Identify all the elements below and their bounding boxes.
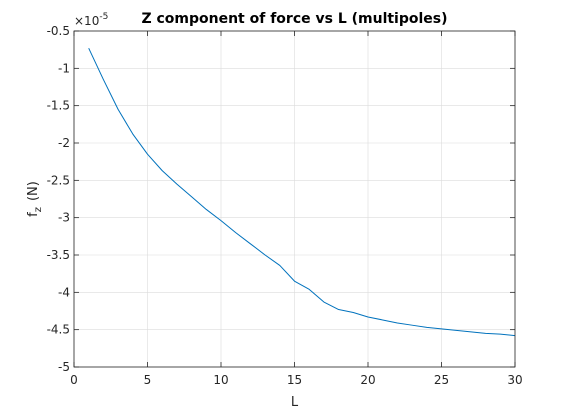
y-exponent-prefix: ×10 [74,14,99,28]
y-tick-label: -0.5 [47,24,70,38]
x-tick-labels: 0 5 10 15 20 25 30 [70,373,522,387]
chart-title: Z component of force vs L (multipoles) [141,11,447,27]
y-tick-label: -2.5 [47,173,70,187]
y-axis-label-subscript: z [33,207,44,212]
y-tick-label: -2 [58,136,70,150]
x-tick-label: 15 [287,373,302,387]
y-tick-label: -3 [58,211,70,225]
tick-marks [73,30,516,368]
y-axis-exponent: ×10-5 [74,12,108,28]
y-tick-labels: -0.5 -1 -1.5 -2 -2.5 -3 -3.5 -4 -4.5 -5 [47,24,70,374]
y-tick-label: -1.5 [47,99,70,113]
y-exponent-power: -5 [99,12,108,22]
y-tick-label: -3.5 [47,248,70,262]
y-tick-label: -4 [58,285,70,299]
x-tick-label: 5 [144,373,152,387]
y-tick-label: -1 [58,61,70,75]
series-line [88,47,516,337]
x-tick-label: 10 [213,373,228,387]
y-axis-label: fz (N) [26,181,44,217]
x-tick-label: 25 [434,373,449,387]
series-group [88,47,516,337]
y-axis-label-unit: (N) [26,181,41,201]
x-tick-label: 0 [70,373,78,387]
y-tick-label: -4.5 [47,323,70,337]
y-axis-label-main: f [26,212,41,217]
x-tick-label: 30 [507,373,522,387]
x-tick-label: 20 [360,373,375,387]
x-axis-label: L [291,395,299,410]
y-tick-label: -5 [58,360,70,374]
